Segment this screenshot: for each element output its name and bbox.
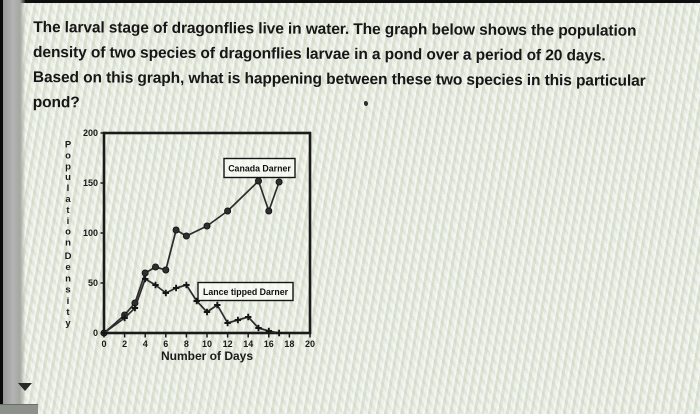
svg-text:50: 50 [88,278,98,288]
svg-text:l: l [67,183,70,194]
svg-text:Canada Darner: Canada Darner [228,163,291,173]
svg-text:o: o [65,150,71,161]
stray-mark [364,101,368,106]
svg-text:16: 16 [264,339,274,349]
page-left-shadow-band [0,0,25,414]
svg-text:8: 8 [184,339,189,349]
svg-text:12: 12 [223,339,233,349]
svg-text:P: P [65,140,72,151]
svg-text:Number of Days: Number of Days [161,349,253,363]
x-axis-ticks: 0 2 4 6 8 10 12 14 16 18 20 [101,333,315,349]
svg-text:200: 200 [83,128,98,138]
svg-text:150: 150 [83,178,98,188]
svg-text:i: i [67,216,70,227]
svg-text:t: t [66,205,70,216]
svg-text:e: e [65,262,70,273]
svg-text:18: 18 [284,339,294,349]
svg-text:4: 4 [143,339,148,349]
svg-text:14: 14 [243,339,253,349]
svg-text:t: t [66,307,70,318]
question-line-4: pond? [32,94,80,112]
svg-text:0: 0 [93,328,98,338]
x-axis-label: Number of Days [161,349,253,363]
svg-text:20: 20 [305,339,315,349]
bottom-gray-bar [0,404,38,414]
down-arrow-icon[interactable] [18,383,32,391]
svg-text:D: D [65,251,72,262]
svg-text:a: a [65,194,71,205]
svg-text:100: 100 [83,228,98,238]
svg-text:10: 10 [202,339,212,349]
svg-text:o: o [65,227,71,238]
svg-text:Lance tipped Darner: Lance tipped Darner [203,287,289,297]
svg-text:6: 6 [163,339,168,349]
svg-text:n: n [65,238,71,249]
photo-top-edge [0,0,700,3]
svg-text:n: n [65,273,71,284]
legend-lance-tipped-darner: Lance tipped Darner [197,281,294,302]
legend-canada-darner: Canada Darner [223,157,296,179]
question-text: The larval stage of dragonflies live in … [33,15,679,119]
chart-svg: 0 2 4 6 8 10 12 14 16 18 20050100150200PopulationD… [65,128,315,363]
svg-text:p: p [65,161,71,172]
svg-text:2: 2 [122,339,127,349]
svg-text:0: 0 [101,339,106,349]
svg-text:y: y [65,318,71,329]
y-axis-ticks: 0 50 100 150 200 [83,128,104,338]
svg-text:i: i [67,296,70,307]
series-canada-darner [100,177,283,337]
svg-text:s: s [65,285,70,296]
svg-text:u: u [65,172,71,183]
series-lance-tipped-darner [100,275,283,337]
question-line-3: Based on this graph, what is happening b… [32,69,646,90]
